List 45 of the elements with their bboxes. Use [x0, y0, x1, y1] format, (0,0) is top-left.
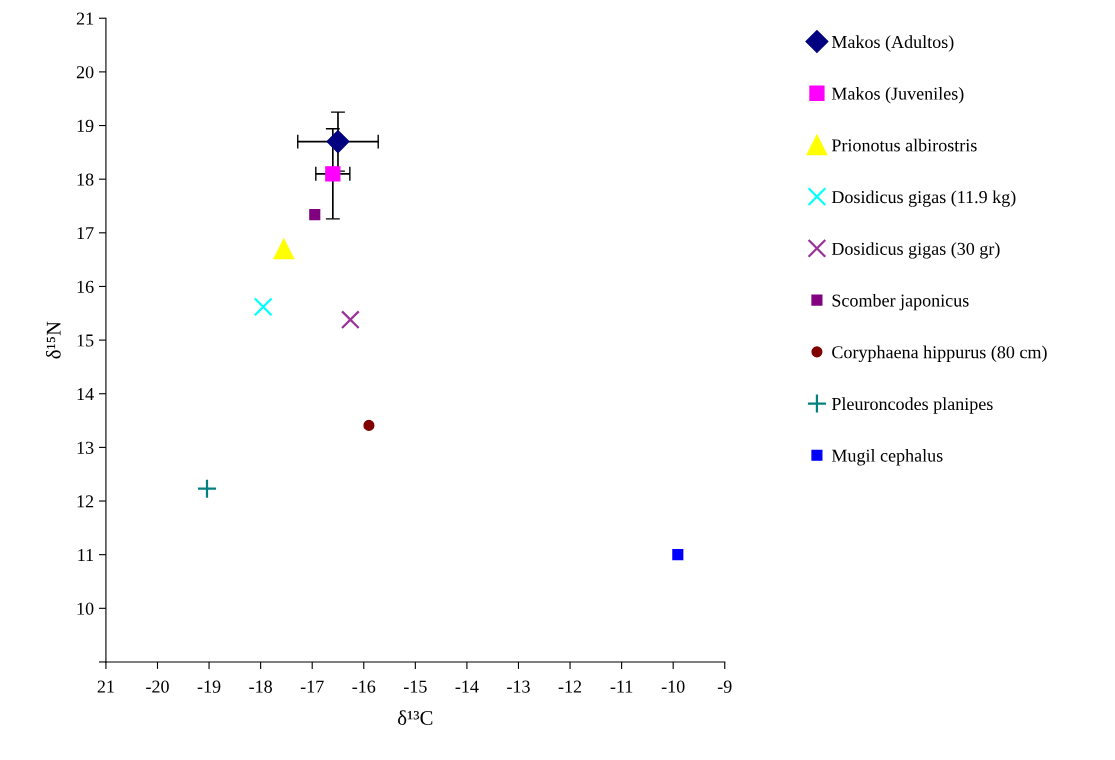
y-tick-label: 19: [77, 119, 94, 132]
y-tick-label: 15: [77, 334, 94, 347]
y-tick-label: 16: [77, 280, 94, 293]
point: [363, 419, 375, 431]
y-tick-label: 14: [77, 388, 94, 401]
point: [196, 478, 218, 499]
x-tick-label: -20: [146, 680, 169, 693]
y-tick-label: 12: [77, 495, 94, 508]
point: [340, 310, 360, 330]
x-tick-label: -12: [558, 680, 582, 693]
y-tick-label: 21: [76, 12, 94, 25]
legend-label: Scomber japonicus: [832, 293, 969, 311]
point: [325, 166, 341, 182]
x-tick-label: -13: [507, 680, 530, 693]
y-tick-label: 10: [77, 602, 94, 615]
legend-label: Dosidicus gigas (30 gr): [831, 242, 1000, 259]
y-tick-label: 17: [77, 227, 94, 240]
point: [253, 297, 273, 317]
legend-label: Pleuroncodes planipes: [831, 397, 993, 414]
legend-label: Makos (Juveniles): [831, 87, 964, 104]
x-tick-label: -10: [661, 680, 685, 693]
x-tick-label: -11: [610, 680, 633, 693]
y-tick-label: 13: [77, 441, 94, 454]
y-tick-label: 18: [77, 173, 94, 186]
x-tick-label: -9: [717, 680, 732, 693]
x-tick-label: -18: [249, 680, 272, 693]
x-tick-label: -15: [403, 680, 427, 693]
legend-label: Coryphaena hippurus (80 cm): [832, 345, 1047, 363]
point: [273, 238, 295, 260]
y-axis-title: δ¹⁵N: [45, 321, 61, 359]
point: [309, 209, 321, 221]
x-tick-label: -17: [300, 680, 324, 693]
x-tick-label: -16: [352, 680, 376, 693]
y-tick-label: 11: [78, 549, 94, 561]
x-tick-label: 21: [97, 680, 114, 693]
x-tick-label: -14: [455, 680, 479, 693]
legend-label: Dosidicus gigas (11.9 kg): [831, 190, 1016, 207]
x-axis-title: δ¹³C: [398, 710, 433, 725]
legend-label: Mugil cephalus: [831, 449, 943, 466]
y-tick-label: 20: [76, 66, 94, 79]
legend-label: Prionotus albirostris: [831, 138, 977, 152]
legend-label: Makos (Adultos): [831, 35, 954, 52]
x-tick-label: -19: [197, 680, 221, 693]
point: [672, 549, 684, 561]
point: [326, 130, 350, 154]
